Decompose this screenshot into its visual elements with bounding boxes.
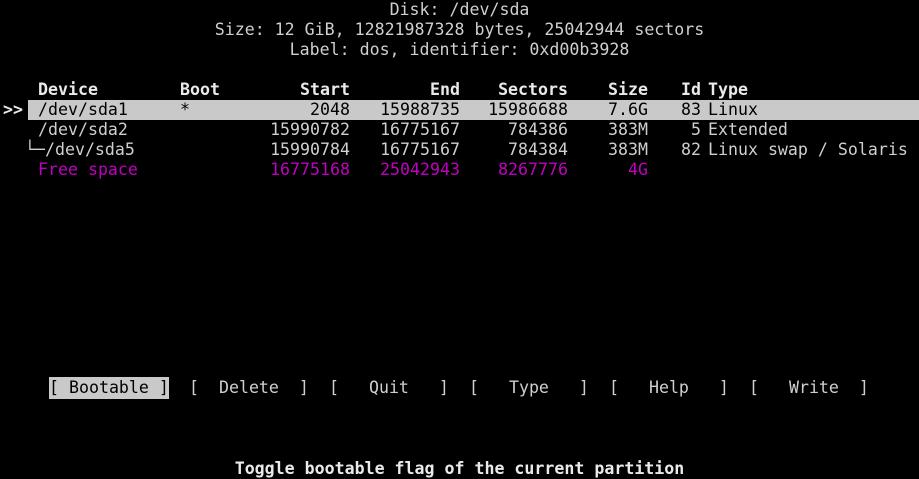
- table-row-free-space[interactable]: Free space 16775168 25042943 8267776 4G: [0, 160, 919, 180]
- cell-size: 383M: [608, 140, 648, 159]
- disk-size-line: Size: 12 GiB, 12821987328 bytes, 2504294…: [214, 20, 705, 39]
- column-header-boot: Boot: [180, 80, 220, 99]
- cell-id: 82: [681, 140, 701, 159]
- partition-table-header: Device Boot Start End Sectors Size Id Ty…: [0, 80, 919, 100]
- disk-title: Disk: /dev/sda: [389, 0, 530, 19]
- column-header-id: Id: [681, 80, 701, 99]
- status-hint-line: Toggle bootable flag of the current part…: [234, 459, 685, 478]
- cell-sectors: 784384: [508, 140, 568, 159]
- cell-start: 2048: [310, 100, 350, 119]
- menu-button-write[interactable]: [ Write ]: [749, 378, 869, 397]
- menu-button-bootable[interactable]: [ Bootable ]: [49, 377, 169, 399]
- column-header-sectors: Sectors: [498, 80, 568, 99]
- cell-start: 15990782: [270, 120, 350, 139]
- cell-boot: *: [180, 100, 190, 119]
- cell-device: /dev/sda1: [38, 100, 128, 119]
- selection-pointer-icon: >>: [3, 100, 23, 119]
- cell-end: 25042943: [380, 160, 460, 179]
- cell-size: 383M: [608, 120, 648, 139]
- cell-start: 15990784: [270, 140, 350, 159]
- disk-label-line: Label: dos, identifier: 0xd00b3928: [289, 40, 630, 59]
- cell-size: 7.6G: [608, 100, 648, 119]
- menu-button-quit[interactable]: [ Quit ]: [329, 378, 449, 397]
- cell-type: Linux swap / Solaris: [708, 140, 908, 159]
- column-header-end: End: [430, 80, 460, 99]
- cell-device: Free space: [38, 160, 138, 179]
- table-row-sda2[interactable]: /dev/sda2 15990782 16775167 784386 383M …: [0, 120, 919, 140]
- cell-device: └─/dev/sda5: [25, 140, 135, 159]
- cell-end: 16775167: [380, 140, 460, 159]
- column-header-start: Start: [300, 80, 350, 99]
- cell-end: 16775167: [380, 120, 460, 139]
- cell-start: 16775168: [270, 160, 350, 179]
- table-row-sda1[interactable]: >> /dev/sda1 * 2048 15988735 15986688 7.…: [0, 100, 919, 120]
- cell-id: 5: [691, 120, 701, 139]
- column-header-type: Type: [708, 80, 748, 99]
- menu-button-delete[interactable]: [ Delete ]: [189, 378, 309, 397]
- cell-type: Extended: [708, 120, 788, 139]
- table-row-sda5[interactable]: └─/dev/sda5 15990784 16775167 784384 383…: [0, 140, 919, 160]
- cell-size: 4G: [628, 160, 648, 179]
- column-header-size: Size: [608, 80, 648, 99]
- cell-id: 83: [681, 100, 701, 119]
- column-header-device: Device: [38, 80, 98, 99]
- menu-button-type[interactable]: [ Type ]: [469, 378, 589, 397]
- menu-button-help[interactable]: [ Help ]: [609, 378, 729, 397]
- cell-sectors: 784386: [508, 120, 568, 139]
- cell-end: 15988735: [380, 100, 460, 119]
- cell-type: Linux: [708, 100, 758, 119]
- cell-sectors: 8267776: [498, 160, 568, 179]
- cell-device: /dev/sda2: [38, 120, 128, 139]
- cell-sectors: 15986688: [488, 100, 568, 119]
